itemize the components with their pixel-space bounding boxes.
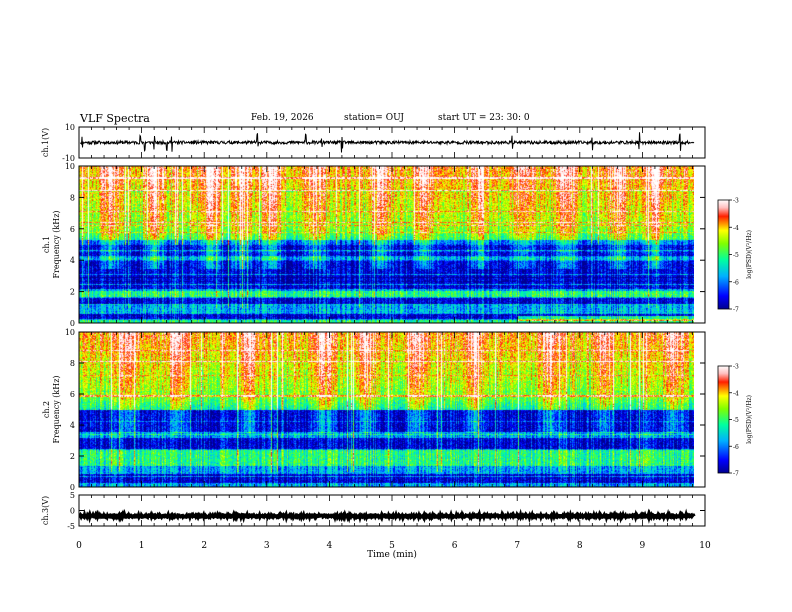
ytick-label: 8 — [70, 193, 75, 202]
colorbar-tick-label: -7 — [733, 471, 739, 478]
y-axis-label: ch.1(V) — [41, 128, 50, 157]
ytick-label: 0 — [70, 319, 75, 328]
colorbar-label: log(PSD)(V²/Hz) — [746, 395, 753, 444]
ch2-spectrogram-colorbar: -3 -4 -5 -6 -7 log(PSD)(V²/Hz) — [717, 364, 753, 478]
xtick-label: 5 — [389, 541, 395, 551]
ch1-spectrogram-panel: 0 2 4 6 8 10 ch.1Frequency (kHz) -3 -4 -5 -6 -7 log(… — [42, 162, 753, 328]
ch1-spectrogram-image — [79, 166, 694, 323]
ytick-label: 6 — [70, 225, 75, 234]
ytick-label: 8 — [70, 359, 75, 368]
ytick-label: 5 — [70, 491, 75, 500]
ytick-label: 4 — [70, 256, 75, 265]
xtick-label: 7 — [514, 541, 520, 551]
ytick-label: 10 — [65, 123, 75, 132]
ch1-spectrogram-colorbar: -3 -4 -5 -6 -7 log(PSD)(V²/Hz) — [717, 198, 753, 314]
ytick-label: 0 — [70, 483, 75, 492]
ch3-waveform-trace — [78, 508, 696, 524]
ytick-label: -5 — [67, 522, 75, 531]
ch2-spectrogram-panel: 0 2 4 6 8 10 ch.2Frequency (kHz) -3 -4 -5 -6 -7 log(… — [42, 328, 753, 492]
ytick-label: 10 — [65, 328, 75, 337]
colorbar-tick-label: -6 — [733, 279, 739, 286]
colorbar-tick-label: -4 — [733, 225, 739, 232]
ch1-waveform-trace — [79, 132, 695, 153]
x-axis: 0 1 2 3 4 5 6 7 8 9 10 Time (min) — [76, 541, 711, 560]
ytick-label: 10 — [65, 162, 75, 171]
ytick-label: 4 — [70, 421, 75, 430]
colorbar-gradient — [717, 199, 730, 310]
xtick-label: 6 — [452, 541, 458, 551]
colorbar-tick-label: -6 — [733, 444, 739, 451]
ytick-label: 6 — [70, 390, 75, 399]
colorbar-tick-label: -5 — [733, 252, 739, 259]
xtick-label: 3 — [264, 541, 270, 551]
ch3-waveform-panel: 5 0 -5 ch.3(V) — [41, 491, 706, 531]
ytick-label: -10 — [62, 154, 75, 163]
colorbar-label: log(PSD)(V²/Hz) — [746, 230, 753, 279]
colorbar-tick-label: -4 — [733, 390, 739, 397]
start-ut-label: start UT = 23: 30: 0 — [438, 113, 530, 123]
xtick-label: 9 — [640, 541, 646, 551]
station-label: station= OUJ — [344, 113, 405, 123]
xtick-label: 0 — [76, 541, 82, 551]
figure-title: VLF Spectra — [80, 112, 150, 125]
xtick-label: 1 — [139, 541, 145, 551]
x-axis-label: Time (min) — [367, 549, 417, 560]
xtick-label: 8 — [577, 541, 583, 551]
y-axis-label: ch.3(V) — [41, 496, 50, 525]
date-label: Feb. 19, 2026 — [251, 113, 314, 123]
ytick-label: 2 — [70, 288, 75, 297]
xtick-label: 4 — [327, 541, 333, 551]
ytick-label: 0 — [70, 507, 75, 516]
colorbar-tick-label: -3 — [733, 198, 739, 205]
y-axis-label: ch.2Frequency (kHz) — [42, 375, 61, 443]
colorbar-tick-label: -3 — [733, 364, 739, 371]
ch1-waveform-panel: 10 -10 ch.1(V) — [41, 123, 706, 163]
xtick-label: 10 — [699, 541, 711, 551]
ytick-label: 2 — [70, 452, 75, 461]
colorbar-tick-label: -5 — [733, 417, 739, 424]
colorbar-gradient — [717, 365, 730, 474]
xtick-label: 2 — [201, 541, 207, 551]
ch2-spectrogram-canvas — [79, 332, 694, 487]
colorbar-tick-label: -7 — [733, 307, 739, 314]
y-axis-label: ch.1Frequency (kHz) — [42, 210, 61, 278]
ch1-spectrogram-canvas — [79, 166, 694, 323]
ch2-spectrogram-image — [79, 332, 694, 487]
